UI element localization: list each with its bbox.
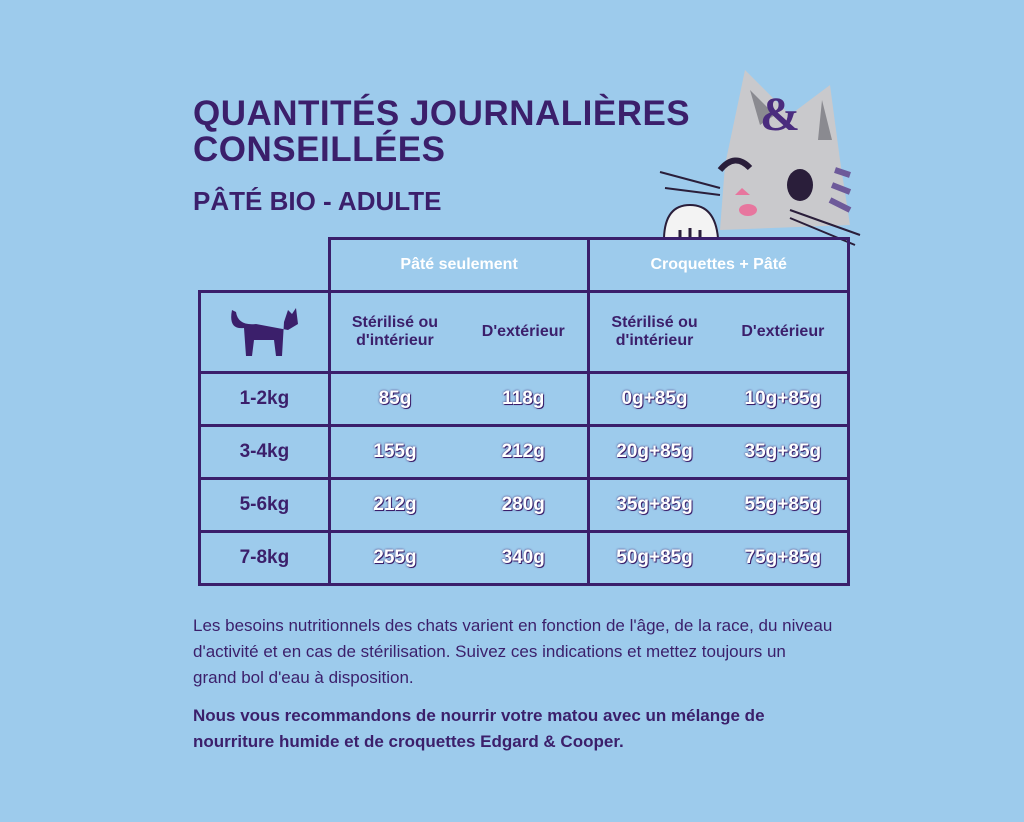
amount-cell: 75g+85g bbox=[718, 530, 850, 586]
weight-cell: 7-8kg bbox=[198, 530, 331, 586]
subtitle: PÂTÉ BIO - ADULTE bbox=[193, 186, 442, 216]
group-row: Pâté seulement Croquettes + Pâté bbox=[200, 237, 850, 293]
notes: Les besoins nutritionnels des chats vari… bbox=[193, 613, 833, 767]
note: Les besoins nutritionnels des chats vari… bbox=[193, 616, 833, 687]
cat-icon-cell bbox=[198, 290, 331, 374]
svg-text:&: & bbox=[760, 88, 800, 141]
amount-cell: 340g bbox=[459, 530, 591, 586]
weight-cell: 3-4kg bbox=[198, 424, 331, 480]
feeding-table: Pâté seulement Croquettes + Pâté Stérili… bbox=[198, 237, 850, 586]
group-header: Croquettes + Pâté bbox=[587, 237, 850, 293]
amount-cell: 280g bbox=[459, 477, 591, 533]
column-header: Stérilisé ou d'intérieur bbox=[327, 290, 460, 374]
column-row: Stérilisé ou d'intérieur D'extérieur Sté… bbox=[198, 290, 850, 374]
cat-illustration: & bbox=[659, 70, 861, 246]
title: QUANTITÉS JOURNALIÈRES CONSEILLÉES bbox=[193, 96, 690, 168]
amount-cell: 85g bbox=[327, 371, 460, 427]
column-header: Stérilisé ou d'intérieur bbox=[587, 290, 719, 374]
amount-cell: 155g bbox=[327, 424, 460, 480]
amount-cell: 212g bbox=[459, 424, 591, 480]
data-row: 5-6kg 212g 280g 35g+85g 55g+85g bbox=[198, 477, 850, 533]
amount-cell: 10g+85g bbox=[718, 371, 850, 427]
data-row: 1-2kg 85g 118g 0g+85g 10g+85g bbox=[198, 371, 850, 427]
amount-cell: 55g+85g bbox=[718, 477, 850, 533]
amount-cell: 118g bbox=[459, 371, 591, 427]
amount-cell: 255g bbox=[327, 530, 460, 586]
data-row: 7-8kg 255g 340g 50g+85g 75g+85g bbox=[198, 530, 850, 586]
corner bbox=[200, 239, 330, 292]
title-line: CONSEILLÉES bbox=[193, 130, 446, 169]
column-header: D'extérieur bbox=[459, 290, 591, 374]
column-header: D'extérieur bbox=[718, 290, 850, 374]
cat-icon bbox=[231, 307, 299, 356]
weight-cell: 5-6kg bbox=[198, 477, 331, 533]
amount-cell: 20g+85g bbox=[587, 424, 719, 480]
note-bold: Nous vous recommandons de nourrir votre … bbox=[193, 706, 765, 751]
group-header: Pâté seulement bbox=[327, 237, 591, 293]
amount-cell: 0g+85g bbox=[587, 371, 719, 427]
amount-cell: 35g+85g bbox=[718, 424, 850, 480]
amount-cell: 35g+85g bbox=[587, 477, 719, 533]
data-row: 3-4kg 155g 212g 20g+85g 35g+85g bbox=[198, 424, 850, 480]
amount-cell: 50g+85g bbox=[587, 530, 719, 586]
weight-cell: 1-2kg bbox=[198, 371, 331, 427]
amount-cell: 212g bbox=[327, 477, 460, 533]
title-line: QUANTITÉS JOURNALIÈRES bbox=[193, 94, 691, 133]
